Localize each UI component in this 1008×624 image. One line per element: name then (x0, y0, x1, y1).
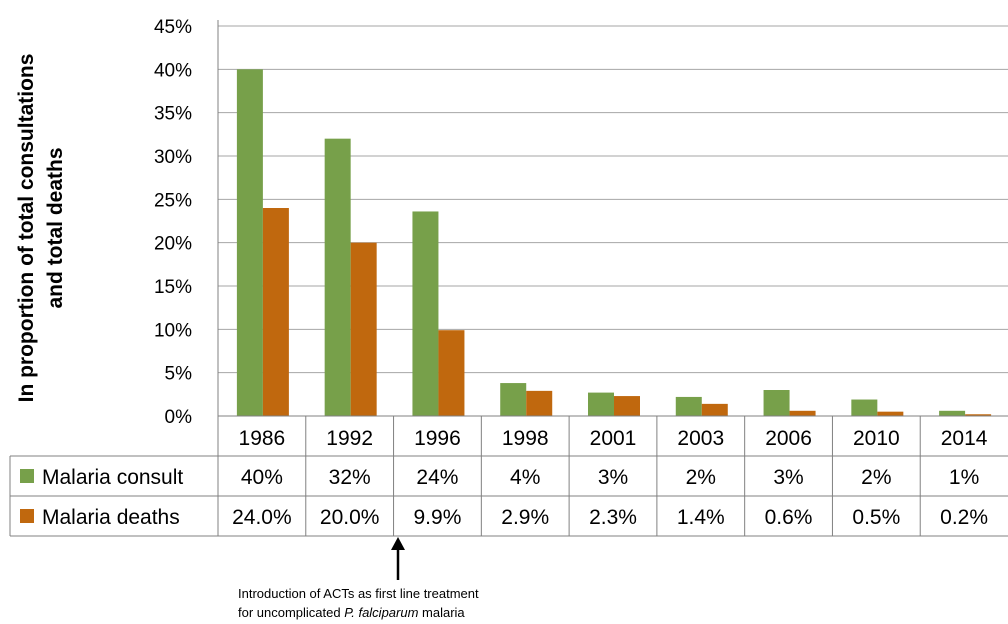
x-category-label: 1998 (502, 427, 549, 450)
y-tick-label: 0% (165, 407, 193, 428)
bar-malaria-consult (588, 392, 614, 416)
table-value-label: 2.3% (589, 506, 637, 529)
y-axis-label-line2: and total deaths (44, 147, 67, 308)
legend-key-malaria-deaths (20, 509, 34, 523)
bar-malaria-consult (939, 410, 966, 416)
y-axis-ticks: 0% 5% 10% 15% 20% 25% 30% 35% 40% 45% (154, 17, 192, 428)
table-value-label: 2.9% (501, 506, 549, 529)
bars (236, 69, 992, 416)
table-value-label: 24.0% (232, 506, 292, 529)
table-value-label: 0.6% (765, 506, 813, 529)
legend-series-name: Malaria consult (42, 466, 183, 489)
table-value-label: 20.0% (320, 506, 380, 529)
table-value-label: 24% (416, 466, 458, 489)
y-tick-label: 30% (154, 147, 192, 168)
annotation-species: P. falciparum (344, 605, 418, 620)
x-category-label: 1996 (414, 427, 461, 450)
annotation-line1: Introduction of ACTs as first line treat… (238, 586, 479, 601)
y-tick-label: 25% (154, 190, 192, 211)
y-tick-label: 10% (154, 320, 192, 341)
y-tick-label: 35% (154, 104, 192, 125)
y-tick-label: 15% (154, 277, 192, 298)
bar-malaria-deaths (526, 390, 553, 416)
x-category-label: 2006 (765, 427, 812, 450)
table-value-label: 9.9% (414, 506, 462, 529)
bar-malaria-deaths (965, 414, 992, 416)
annotation-arrow-head (391, 537, 405, 550)
x-category-label: 2010 (853, 427, 900, 450)
annotation-line2-suffix: malaria (418, 605, 465, 620)
bar-malaria-deaths (701, 403, 728, 416)
bar-malaria-consult (236, 69, 263, 416)
y-axis-title: In proportion of total consultations and… (15, 54, 67, 403)
bar-malaria-deaths (877, 411, 904, 416)
bar-malaria-consult (412, 211, 439, 416)
act-annotation: Introduction of ACTs as first line treat… (238, 537, 479, 620)
bar-malaria-consult (763, 390, 790, 416)
bar-malaria-consult (675, 396, 702, 416)
legend-series-name: Malaria deaths (42, 506, 180, 529)
table-value-label: 3% (598, 466, 628, 489)
bar-malaria-deaths (438, 330, 465, 416)
bar-malaria-deaths (350, 242, 377, 416)
annotation-line2-prefix: for uncomplicated (238, 605, 344, 620)
x-category-label: 1992 (326, 427, 373, 450)
table-value-label: 1.4% (677, 506, 725, 529)
y-axis-label-line1: In proportion of total consultations (15, 54, 38, 403)
bar-malaria-deaths (789, 410, 816, 416)
table-value-label: 1% (949, 466, 979, 489)
table-value-label: 2% (861, 466, 891, 489)
table-value-label: 0.5% (852, 506, 900, 529)
y-tick-label: 5% (165, 364, 193, 385)
y-tick-label: 45% (154, 17, 192, 38)
bar-malaria-consult (851, 399, 878, 416)
x-category-label: 2001 (590, 427, 637, 450)
table-value-label: 0.2% (940, 506, 988, 529)
table-value-label: 2% (686, 466, 716, 489)
data-table: 1986 1992 1996 1998 2001 2003 2006 2010 2014 Mala… (9, 415, 1008, 537)
table-value-label: 3% (773, 466, 803, 489)
y-tick-label: 40% (154, 60, 192, 81)
table-value-label: 32% (329, 466, 371, 489)
bar-malaria-consult (500, 383, 527, 416)
legend-key-malaria-consult (20, 469, 34, 483)
table-value-label: 4% (510, 466, 540, 489)
annotation-line2: for uncomplicated P. falciparum malaria (238, 605, 465, 620)
y-tick-label: 20% (154, 234, 192, 255)
x-category-label: 2014 (941, 427, 988, 450)
table-value-label: 40% (241, 466, 283, 489)
bar-malaria-consult (324, 138, 351, 416)
x-category-label: 2003 (677, 427, 724, 450)
bar-malaria-deaths (614, 396, 640, 416)
bar-malaria-deaths (262, 208, 289, 416)
x-category-label: 1986 (239, 427, 286, 450)
